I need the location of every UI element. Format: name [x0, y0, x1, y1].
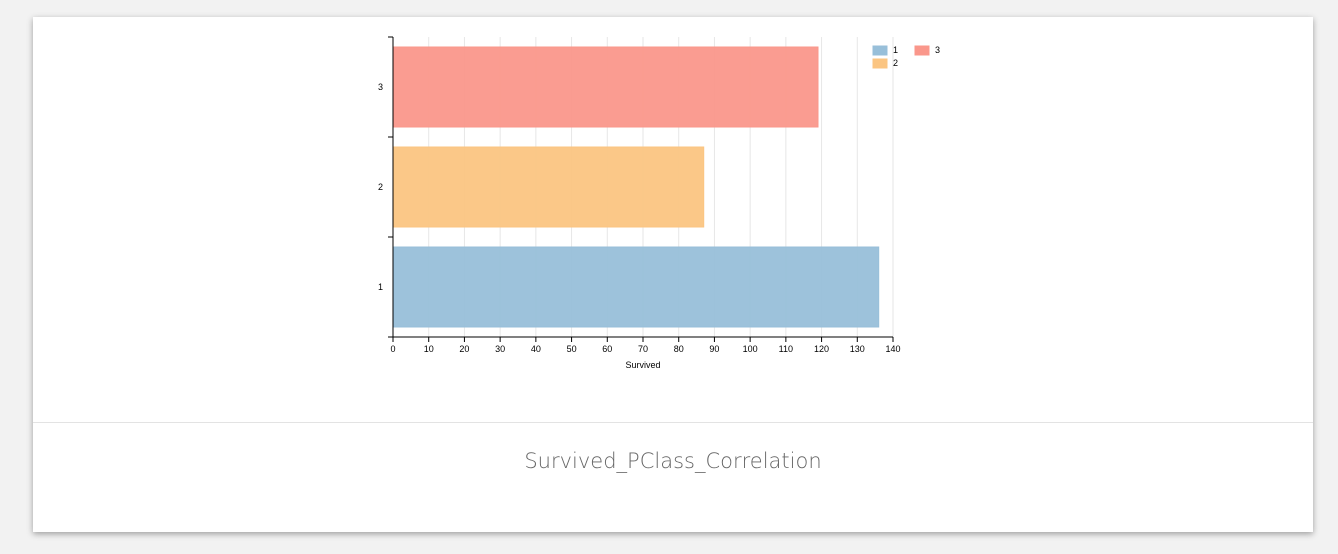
x-tick-label-40: 40 [531, 344, 541, 354]
x-tick-label-60: 60 [602, 344, 612, 354]
y-tick-label-2: 2 [378, 182, 383, 192]
x-tick-label-120: 120 [814, 344, 829, 354]
x-tick-label-90: 90 [709, 344, 719, 354]
x-tick-label-80: 80 [674, 344, 684, 354]
bar-1 [392, 246, 880, 328]
x-axis-title: Survived [625, 360, 660, 370]
x-tick-label-10: 10 [424, 344, 434, 354]
chart-card: 0 10 20 30 40 50 60 70 80 90 100 110 120 130 140 1 2 3 Sur… [33, 17, 1313, 532]
x-tick-label-0: 0 [390, 344, 395, 354]
y-tick-label-3: 3 [378, 82, 383, 92]
legend-label-3: 3 [935, 45, 940, 55]
x-tick-label-70: 70 [638, 344, 648, 354]
legend-swatch-1 [872, 45, 888, 56]
x-tick-label-110: 110 [779, 344, 793, 354]
x-tick-label-100: 100 [743, 344, 758, 354]
x-tick-label-20: 20 [459, 344, 469, 354]
legend-swatch-3 [914, 45, 930, 56]
x-tick-label-130: 130 [850, 344, 865, 354]
y-tick-label-1: 1 [378, 282, 383, 292]
legend-label-1: 1 [893, 45, 898, 55]
bar-3 [392, 46, 819, 128]
legend-swatch-2 [872, 58, 888, 69]
x-tick-label-50: 50 [567, 344, 577, 354]
x-tick-label-30: 30 [495, 344, 505, 354]
legend-label-2: 2 [893, 58, 898, 68]
chart-caption: Survived_PClass_Correlation [524, 449, 822, 473]
bar-2 [392, 146, 705, 228]
card-divider [33, 422, 1313, 423]
bar-chart: 0 10 20 30 40 50 60 70 80 90 100 110 120 130 140 1 2 3 Sur… [378, 36, 940, 370]
chart-area: 0 10 20 30 40 50 60 70 80 90 100 110 120 130 140 1 2 3 Sur… [33, 17, 1313, 422]
x-tick-label-140: 140 [885, 344, 900, 354]
